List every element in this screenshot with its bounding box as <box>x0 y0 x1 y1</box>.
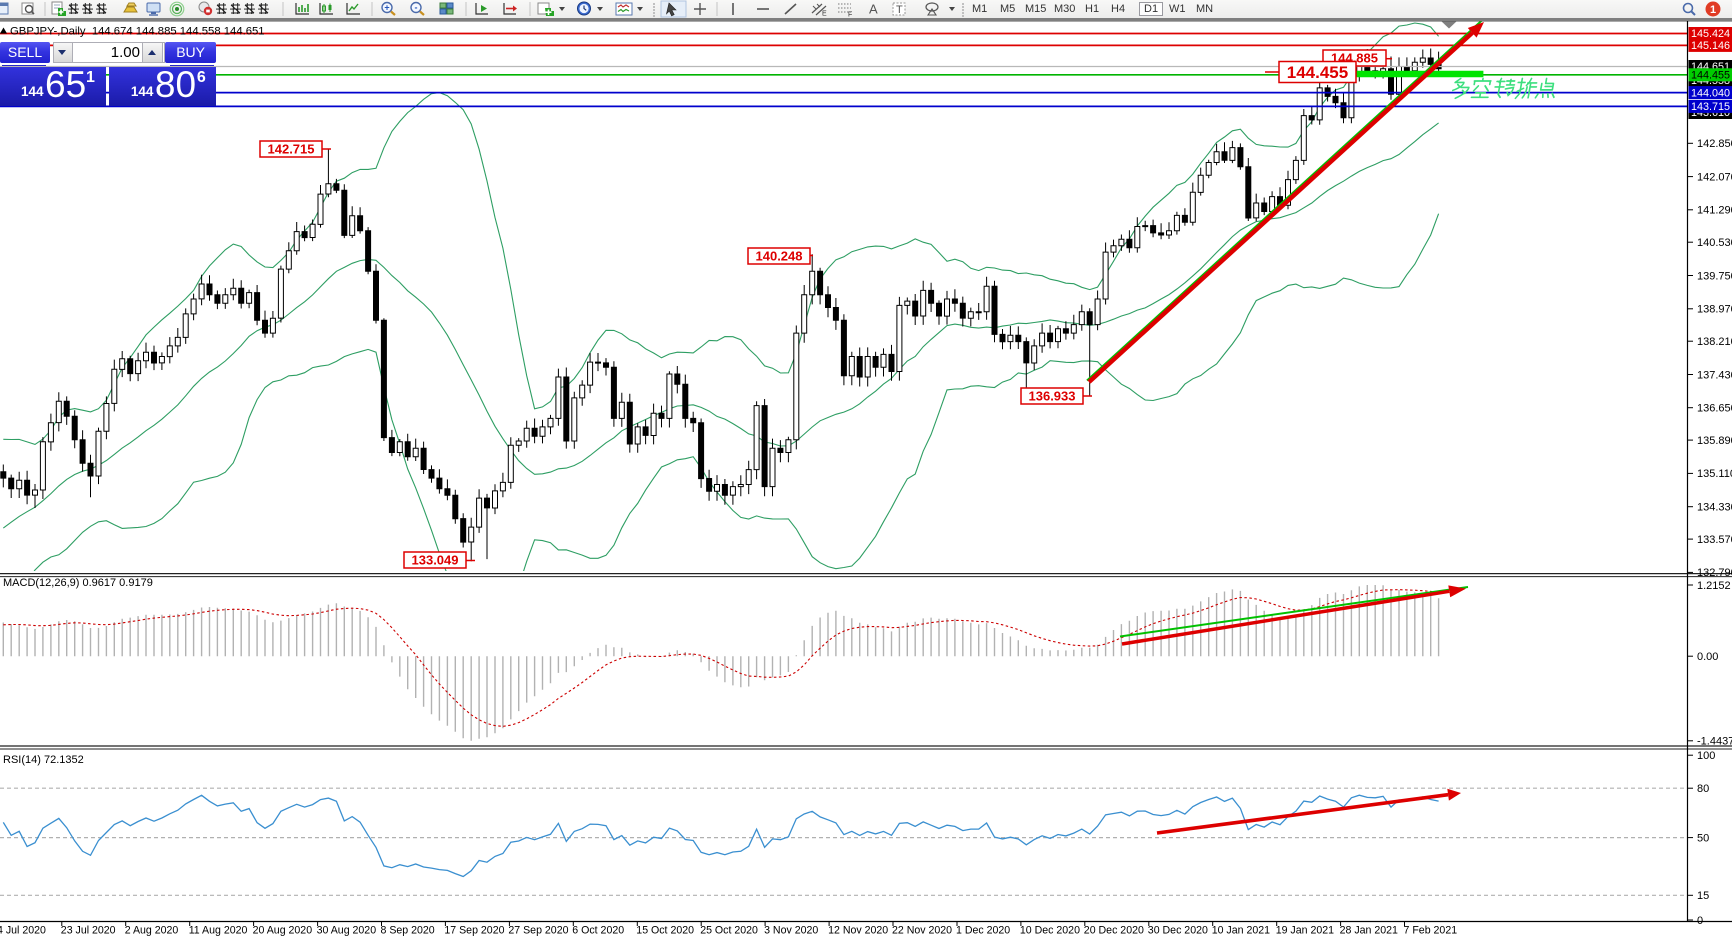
svg-text:25 Oct 2020: 25 Oct 2020 <box>700 925 758 937</box>
svg-text:27 Sep 2020: 27 Sep 2020 <box>508 925 568 937</box>
svg-text:138.970: 138.970 <box>1697 304 1732 316</box>
svg-text:142.850: 142.850 <box>1697 138 1732 150</box>
svg-text:10 Jan 2021: 10 Jan 2021 <box>1212 925 1270 937</box>
svg-text:133.570: 133.570 <box>1697 534 1732 546</box>
svg-text:15: 15 <box>1697 890 1709 902</box>
svg-text:8 Sep 2020: 8 Sep 2020 <box>381 925 435 937</box>
svg-text:20 Aug 2020: 20 Aug 2020 <box>253 925 313 937</box>
svg-text:0: 0 <box>1697 915 1703 927</box>
svg-text:23 Jul 2020: 23 Jul 2020 <box>61 925 116 937</box>
svg-text:144.455: 144.455 <box>1287 63 1348 82</box>
svg-text:136.650: 136.650 <box>1697 403 1732 415</box>
svg-text:-1.4437: -1.4437 <box>1697 736 1732 748</box>
svg-text:17 Sep 2020: 17 Sep 2020 <box>444 925 504 937</box>
svg-text:136.933: 136.933 <box>1029 389 1076 404</box>
svg-text:142.715: 142.715 <box>268 142 315 157</box>
svg-text:12 Nov 2020: 12 Nov 2020 <box>828 925 888 937</box>
svg-text:144.455: 144.455 <box>1691 70 1730 82</box>
svg-text:50: 50 <box>1697 832 1709 844</box>
svg-text:145.146: 145.146 <box>1691 40 1730 52</box>
svg-text:30 Aug 2020: 30 Aug 2020 <box>317 925 377 937</box>
svg-text:143.715: 143.715 <box>1691 101 1730 113</box>
svg-text:100: 100 <box>1697 750 1715 762</box>
svg-text:137.430: 137.430 <box>1697 369 1732 381</box>
svg-text:-: - <box>415 3 418 13</box>
svg-text:1.2152: 1.2152 <box>1697 580 1731 592</box>
svg-text:133.049: 133.049 <box>412 553 459 568</box>
svg-text:15 Oct 2020: 15 Oct 2020 <box>636 925 694 937</box>
svg-text:140.248: 140.248 <box>756 249 803 264</box>
svg-text:MACD(12,26,9) 0.9617 0.9179: MACD(12,26,9) 0.9617 0.9179 <box>3 577 153 589</box>
svg-text:19 Jan 2021: 19 Jan 2021 <box>1276 925 1334 937</box>
svg-text:139.750: 139.750 <box>1697 270 1732 282</box>
svg-text:+: + <box>384 3 389 13</box>
svg-text:1 Dec 2020: 1 Dec 2020 <box>956 925 1010 937</box>
svg-text:141.290: 141.290 <box>1697 205 1732 217</box>
svg-text:140.530: 140.530 <box>1697 237 1732 249</box>
svg-text:6 Oct 2020: 6 Oct 2020 <box>572 925 624 937</box>
svg-text:20 Dec 2020: 20 Dec 2020 <box>1084 925 1144 937</box>
svg-text:138.210: 138.210 <box>1697 336 1732 348</box>
svg-text:134.330: 134.330 <box>1697 502 1732 514</box>
svg-text:F: F <box>848 12 852 19</box>
svg-text:7 Feb 2021: 7 Feb 2021 <box>1404 925 1458 937</box>
svg-text:28 Jan 2021: 28 Jan 2021 <box>1340 925 1398 937</box>
svg-text:2 Aug 2020: 2 Aug 2020 <box>125 925 179 937</box>
svg-text:10 Dec 2020: 10 Dec 2020 <box>1020 925 1080 937</box>
svg-text:11 Aug 2020: 11 Aug 2020 <box>189 925 248 937</box>
svg-text:144.040: 144.040 <box>1691 87 1730 99</box>
svg-text:3 Nov 2020: 3 Nov 2020 <box>764 925 818 937</box>
svg-text:4 Jul 2020: 4 Jul 2020 <box>0 925 46 937</box>
svg-text:RSI(14) 72.1352: RSI(14) 72.1352 <box>3 754 84 766</box>
svg-text:0.00: 0.00 <box>1697 651 1718 663</box>
svg-text:22 Nov 2020: 22 Nov 2020 <box>892 925 952 937</box>
svg-text:135.110: 135.110 <box>1697 468 1732 480</box>
svg-text:T: T <box>896 4 903 16</box>
svg-text:80: 80 <box>1697 783 1709 795</box>
svg-text:E: E <box>822 11 827 18</box>
svg-text:142.070: 142.070 <box>1697 171 1732 183</box>
svg-text:132.790: 132.790 <box>1697 567 1732 579</box>
svg-text:1: 1 <box>1710 4 1716 16</box>
svg-text:GBPJPY-,Daily 144.674 144.885: GBPJPY-,Daily 144.674 144.885 144.558 14… <box>10 26 265 38</box>
svg-text:135.890: 135.890 <box>1697 435 1732 447</box>
svg-text:30 Dec 2020: 30 Dec 2020 <box>1148 925 1208 937</box>
svg-text:145.424: 145.424 <box>1691 28 1730 40</box>
svg-text:A: A <box>869 2 878 17</box>
